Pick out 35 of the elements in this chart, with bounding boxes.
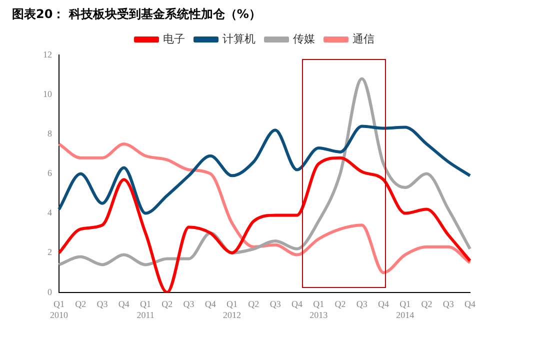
x-tick-label: Q2 xyxy=(75,299,86,310)
y-tick-label: 0 xyxy=(48,286,52,297)
line-series xyxy=(58,142,472,274)
legend-label: 计算机 xyxy=(222,32,256,46)
x-tick-label: Q1 2014 xyxy=(396,299,415,320)
chart-title: 图表20： 科技板块受到基金系统性加仓（%） xyxy=(12,6,261,23)
y-tick-label: 8 xyxy=(48,128,52,138)
x-tick-label: Q4 xyxy=(118,299,130,310)
x-tick-label: Q3 xyxy=(96,299,108,310)
x-tick-label: Q1 2012 xyxy=(223,299,242,320)
y-tick-label: 10 xyxy=(43,88,52,99)
y-tick-label: 12 xyxy=(43,49,52,60)
x-tick-label: Q4 xyxy=(378,299,390,310)
line-series xyxy=(58,124,472,215)
x-tick-label: Q1 2013 xyxy=(310,299,328,320)
x-tick-label: Q3 xyxy=(270,299,282,310)
x-tick-label: Q4 xyxy=(464,299,476,310)
legend-label: 传媒 xyxy=(293,32,315,46)
y-tick-label: 2 xyxy=(48,247,52,258)
legend-label: 通信 xyxy=(352,32,374,46)
y-tick-label: 4 xyxy=(48,208,52,218)
x-tick-label: Q2 xyxy=(421,299,432,310)
y-tick-label: 6 xyxy=(48,168,52,178)
line-series xyxy=(58,77,472,266)
x-tick-label: Q2 xyxy=(162,299,173,310)
x-tick-label: Q3 xyxy=(356,299,368,310)
x-tick-label: Q2 xyxy=(334,299,346,310)
x-tick-label: Q2 xyxy=(248,299,260,310)
legend-label: 电子 xyxy=(163,32,185,46)
x-tick-label: Q1 2010 xyxy=(50,299,68,320)
x-tick-label: Q3 xyxy=(183,299,195,310)
x-tick-label: Q3 xyxy=(442,299,454,310)
x-tick-label: Q1 2011 xyxy=(136,299,154,320)
x-tick-label: Q4 xyxy=(291,299,303,310)
x-tick-label: Q4 xyxy=(204,299,216,310)
